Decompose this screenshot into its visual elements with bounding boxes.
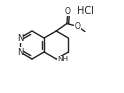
Text: O: O — [65, 7, 71, 16]
Text: N: N — [17, 33, 23, 43]
Text: N: N — [17, 48, 23, 57]
Text: HCl: HCl — [77, 6, 93, 16]
Text: NH: NH — [58, 56, 69, 62]
Text: O: O — [75, 22, 80, 31]
